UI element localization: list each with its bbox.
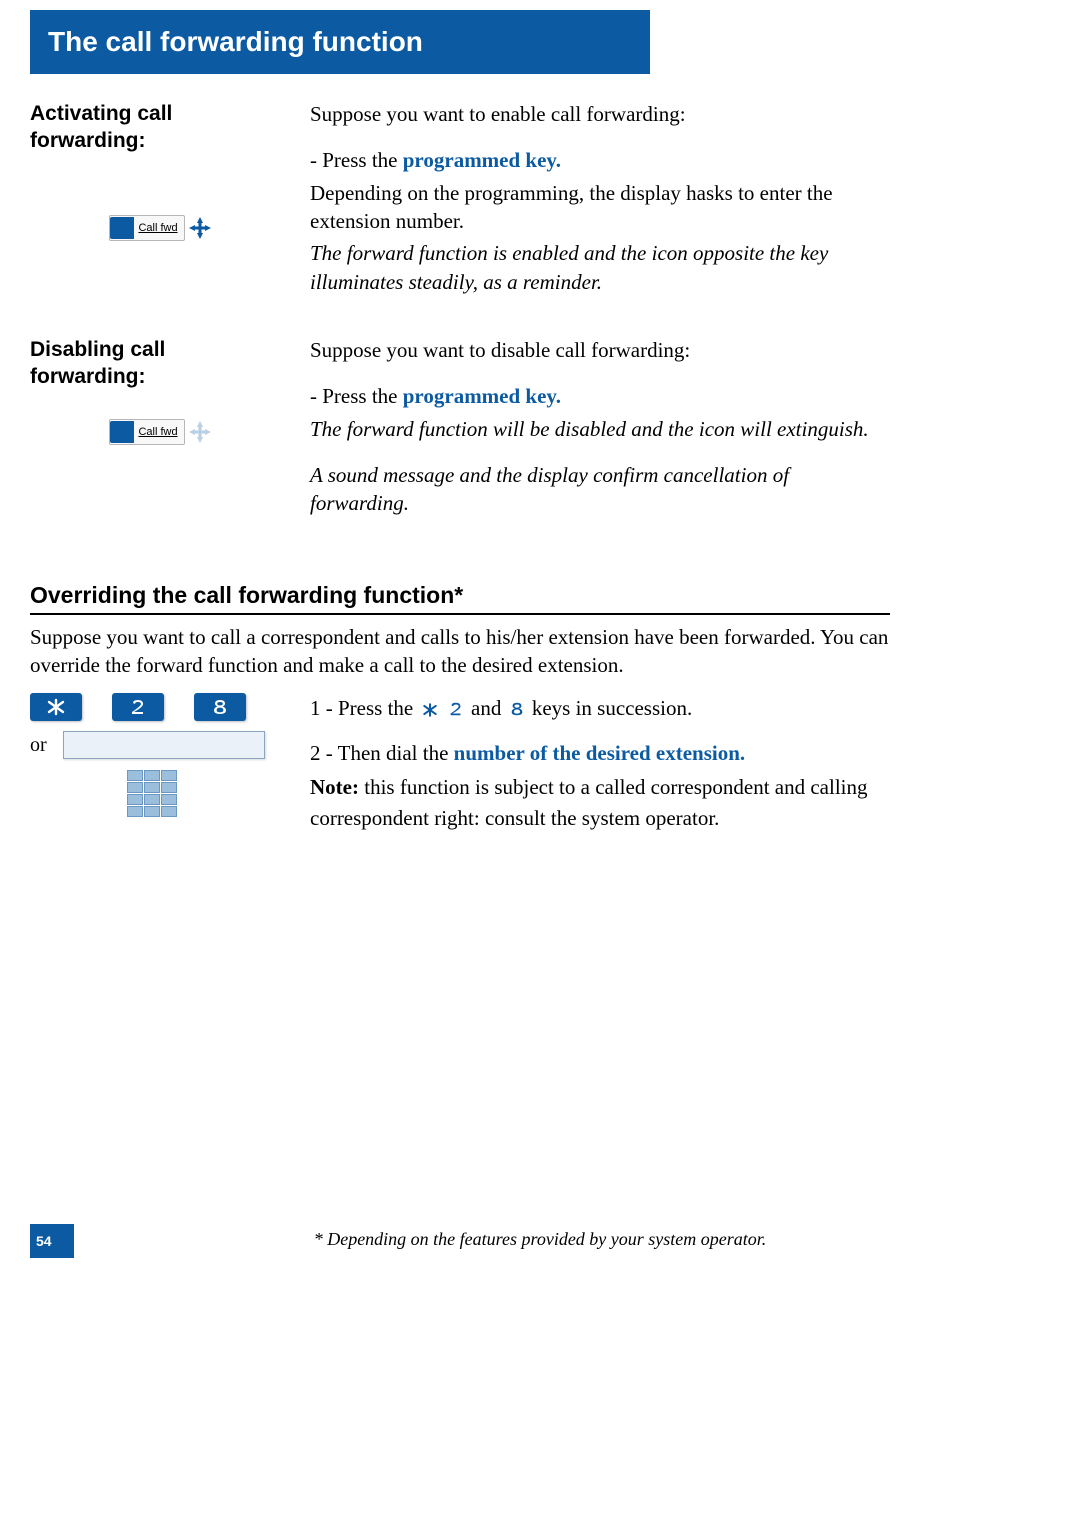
- override-note: Note: this function is subject to a call…: [310, 772, 890, 833]
- programmed-key-link: programmed key.: [403, 384, 561, 408]
- activating-depending: Depending on the programming, the displa…: [310, 179, 890, 236]
- disabling-heading-line2: forwarding:: [30, 365, 146, 388]
- activating-heading-line2: forwarding:: [30, 129, 146, 152]
- callfwd-indicator-icon: [110, 217, 134, 239]
- activating-press-line: - Press the programmed key.: [310, 146, 890, 174]
- digit-2-icon: [129, 698, 147, 716]
- callfwd-button[interactable]: Call fwd: [109, 215, 184, 241]
- activating-heading-line1: Activating call: [30, 102, 172, 125]
- activating-intro: Suppose you want to enable call forwardi…: [310, 100, 890, 128]
- disabling-heading: Disabling call forwarding:: [30, 336, 290, 391]
- star-icon: [45, 698, 67, 716]
- disabling-heading-line1: Disabling call: [30, 338, 165, 361]
- four-arrows-icon: [189, 217, 211, 239]
- disabling-intro: Suppose you want to disable call forward…: [310, 336, 890, 364]
- step1-mid: and: [471, 696, 507, 720]
- override-step2: 2 - Then dial the number of the desired …: [310, 738, 890, 768]
- chapter-header: The call forwarding function: [30, 10, 650, 74]
- content-area: Activating call forwarding: Call fwd: [30, 100, 890, 837]
- star-icon: [421, 702, 439, 718]
- step1-prefix: 1 - Press the: [310, 696, 419, 720]
- override-left-col: or: [30, 693, 310, 817]
- callfwd-button[interactable]: Call fwd: [109, 419, 184, 445]
- key-2-button[interactable]: [112, 693, 164, 721]
- activating-text: Suppose you want to enable call forwardi…: [310, 100, 890, 300]
- activating-press-prefix: - Press the: [310, 148, 403, 172]
- chapter-title: The call forwarding function: [48, 26, 423, 58]
- activating-italic: The forward function is enabled and the …: [310, 239, 890, 296]
- callfwd-label: Call fwd: [134, 222, 183, 234]
- note-text: this function is subject to a called cor…: [310, 775, 868, 829]
- programmed-key-link: programmed key.: [403, 148, 561, 172]
- override-heading: Overriding the call forwarding function*: [30, 582, 890, 615]
- override-step1: 1 - Press the and keys in succession.: [310, 693, 890, 723]
- display-field[interactable]: [63, 731, 265, 759]
- digit-2-icon: [448, 700, 464, 718]
- override-row: or 1 - Press the and keys i: [30, 693, 890, 837]
- callfwd-button-inactive-wrap: Call fwd: [30, 419, 290, 445]
- activating-row: Activating call forwarding: Call fwd: [30, 100, 890, 300]
- digit-8-icon: [211, 698, 229, 716]
- key-sequence: [30, 693, 310, 721]
- or-row: or: [30, 731, 310, 759]
- four-arrows-icon: [189, 421, 211, 443]
- digit-8-icon: [509, 700, 525, 718]
- footnote: * Depending on the features provided by …: [0, 1229, 1080, 1250]
- disabling-row: Disabling call forwarding: Call fwd: [30, 336, 890, 522]
- key-star-button[interactable]: [30, 693, 82, 721]
- callfwd-indicator-icon: [110, 421, 134, 443]
- callfwd-button-active-wrap: Call fwd: [30, 215, 290, 241]
- key-8-button[interactable]: [194, 693, 246, 721]
- keypad-icon: [126, 769, 310, 817]
- override-right-col: 1 - Press the and keys in succession. 2 …: [310, 693, 890, 837]
- disabling-italic2: A sound message and the display confirm …: [310, 461, 890, 518]
- page: The call forwarding function Activating …: [0, 0, 1080, 1528]
- or-label: or: [30, 734, 47, 757]
- override-intro: Suppose you want to call a correspondent…: [30, 623, 890, 680]
- callfwd-label: Call fwd: [134, 426, 183, 438]
- disabling-press-prefix: - Press the: [310, 384, 403, 408]
- activating-heading: Activating call forwarding:: [30, 100, 290, 155]
- note-label: Note:: [310, 775, 359, 799]
- step2-prefix: 2 - Then dial the: [310, 741, 454, 765]
- disabling-text: Suppose you want to disable call forward…: [310, 336, 890, 522]
- disabling-italic1: The forward function will be disabled an…: [310, 415, 890, 443]
- disabling-press-line: - Press the programmed key.: [310, 382, 890, 410]
- step2-link: number of the desired extension.: [454, 741, 745, 765]
- step1-suffix: keys in succession.: [532, 696, 692, 720]
- disabling-left-col: Disabling call forwarding: Call fwd: [30, 336, 310, 445]
- activating-left-col: Activating call forwarding: Call fwd: [30, 100, 310, 241]
